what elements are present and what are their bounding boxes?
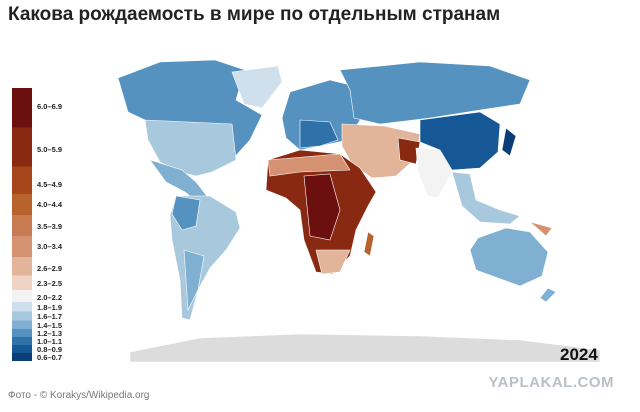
legend-swatch [12,166,32,194]
legend-label: 0.6–0.7 [37,353,62,362]
legend-label: 4.0–4.4 [37,200,63,209]
legend-swatch [12,88,32,128]
legend-swatch [12,345,32,353]
legend-label: 6.0–6.9 [37,102,62,111]
argentina-chile [183,249,205,312]
legend-swatch [12,353,32,361]
china [419,111,501,171]
legend-swatch [12,275,32,290]
legend-label: 0.8–0.9 [37,345,62,354]
australia [469,227,549,287]
legend-swatch [12,329,32,337]
andes-north [171,195,201,231]
usa [144,119,237,177]
legend-label: 3.0–3.4 [37,242,63,251]
year-label: 2024 [560,345,598,364]
southern-africa [315,249,351,275]
title: Какова рождаемость в мире по отдельным с… [8,4,501,25]
legend-swatch [12,127,32,167]
legend-label: 1.0–1.1 [37,337,62,346]
russia [339,61,531,125]
japan-korea [501,127,517,157]
north-africa [267,153,351,177]
legend-label: 1.4–1.5 [37,321,62,330]
legend-swatch [12,194,32,215]
antarctica [129,333,601,363]
legend-label: 5.0–5.9 [37,145,62,154]
new-zealand [539,287,557,303]
legend-swatch [12,337,32,345]
southeast-asia [451,171,521,225]
legend-swatch [12,290,32,302]
legend: 6.0–6.9 5.0–5.9 4.5–4.9 4.0–4.4 3.5–3.9 3.0–3… [12,88,63,362]
southern-europe [299,119,339,149]
central-africa [303,173,341,241]
afghanistan [397,137,421,165]
legend-label: 2.6–2.9 [37,264,62,273]
legend-label: 1.2–1.3 [37,329,62,338]
legend-label: 1.6–1.7 [37,312,62,321]
watermark: YAPLAKAL.COM [488,374,614,391]
legend-swatch [12,236,32,257]
legend-label: 2.3–2.5 [37,279,62,288]
middle-east [341,123,421,179]
legend-label: 1.8–1.9 [37,303,62,312]
legend-label: 3.5–3.9 [37,222,62,231]
legend-swatch [12,302,32,312]
legend-label: 2.0–2.2 [37,293,62,302]
legend-label: 4.5–4.9 [37,180,62,189]
land [117,59,601,363]
legend-swatch [12,215,32,236]
madagascar [363,231,375,257]
legend-swatch [12,257,32,276]
legend-swatch [12,311,32,321]
papua [529,221,553,237]
caption: Фото - © Korakys/Wikipedia.org [8,390,150,401]
legend-swatch [12,320,32,329]
greenland [231,65,283,109]
